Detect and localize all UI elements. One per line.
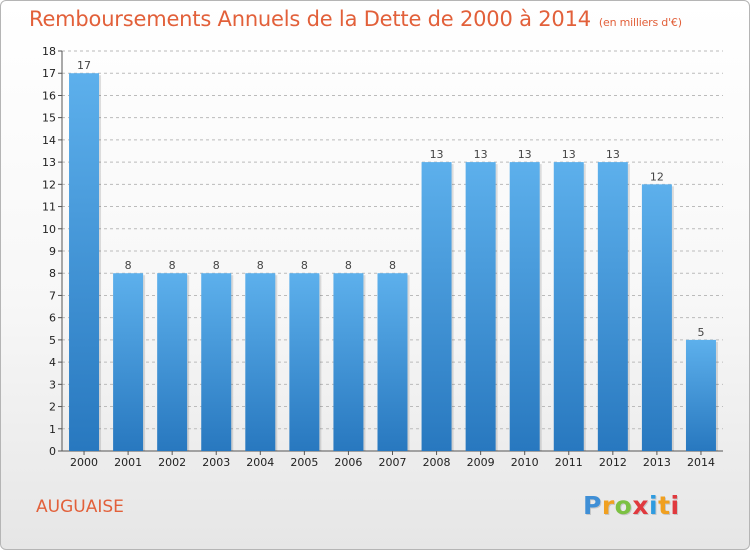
x-tick-label: 2001 [114,456,142,469]
y-tick-label: 15 [42,112,56,125]
x-tick-label: 2011 [555,456,583,469]
bar [421,162,452,451]
y-tick-label: 3 [49,378,56,391]
data-label: 8 [125,259,132,272]
x-tick-label: 2003 [202,456,230,469]
x-tick-label: 2012 [599,456,627,469]
data-label: 5 [697,326,704,339]
y-tick-label: 13 [42,156,56,169]
data-label: 13 [518,148,532,161]
x-tick-label: 2002 [158,456,186,469]
logo-letter: t [658,491,671,520]
x-tick-label: 2014 [687,456,715,469]
x-tick-label: 2007 [379,456,407,469]
data-label: 8 [169,259,176,272]
y-tick-label: 14 [42,134,56,147]
chart-title: Remboursements Annuels de la Dette de 20… [29,7,682,31]
y-tick-label: 9 [49,245,56,258]
y-tick-label: 10 [42,223,56,236]
y-tick-label: 7 [49,289,56,302]
data-label: 8 [389,259,396,272]
title-unit: (en milliers d'€) [598,16,682,29]
logo-letter: x [632,491,649,520]
x-tick-label: 2009 [467,456,495,469]
bar [641,184,672,452]
bar [289,273,320,451]
data-label: 13 [562,148,576,161]
y-tick-label: 4 [49,356,56,369]
logo-letter: r [601,491,615,520]
x-tick-label: 2013 [643,456,671,469]
y-tick-label: 11 [42,201,56,214]
y-tick-label: 8 [49,267,56,280]
bar [201,273,232,451]
data-label: 8 [213,259,220,272]
y-tick-label: 5 [49,334,56,347]
data-label: 13 [430,148,444,161]
y-tick-label: 2 [49,401,56,414]
y-tick-label: 17 [42,67,56,80]
x-tick-label: 2000 [70,456,98,469]
y-tick-label: 0 [49,445,56,458]
bar [113,273,144,451]
y-tick-label: 1 [49,423,56,436]
x-tick-label: 2004 [246,456,274,469]
data-label: 8 [257,259,264,272]
x-tick-label: 2008 [423,456,451,469]
title-text: Remboursements Annuels de la Dette de 20… [29,7,591,31]
logo-letter: o [614,491,633,520]
logo-letter: i [649,491,659,520]
bar [553,162,584,451]
y-tick-label: 12 [42,178,56,191]
logo-letter: P [583,491,602,520]
data-label: 17 [77,59,91,72]
y-tick-label: 18 [42,45,56,58]
bar [597,162,628,451]
y-tick-label: 6 [49,312,56,325]
x-tick-label: 2010 [511,456,539,469]
bar [685,339,716,451]
bar [245,273,276,451]
bar [509,162,540,451]
data-label: 8 [301,259,308,272]
data-label: 13 [606,148,620,161]
proxiti-logo: Proxiti [583,491,680,520]
bar [465,162,496,451]
x-tick-label: 2005 [290,456,318,469]
bar [377,273,408,451]
bar [157,273,188,451]
data-label: 12 [650,170,664,183]
data-label: 8 [345,259,352,272]
bar [69,73,100,451]
logo-letter: i [670,491,680,520]
bar [333,273,364,451]
y-tick-label: 16 [42,89,56,102]
x-tick-label: 2006 [334,456,362,469]
data-label: 13 [474,148,488,161]
commune-name: AUGUAISE [36,497,124,517]
